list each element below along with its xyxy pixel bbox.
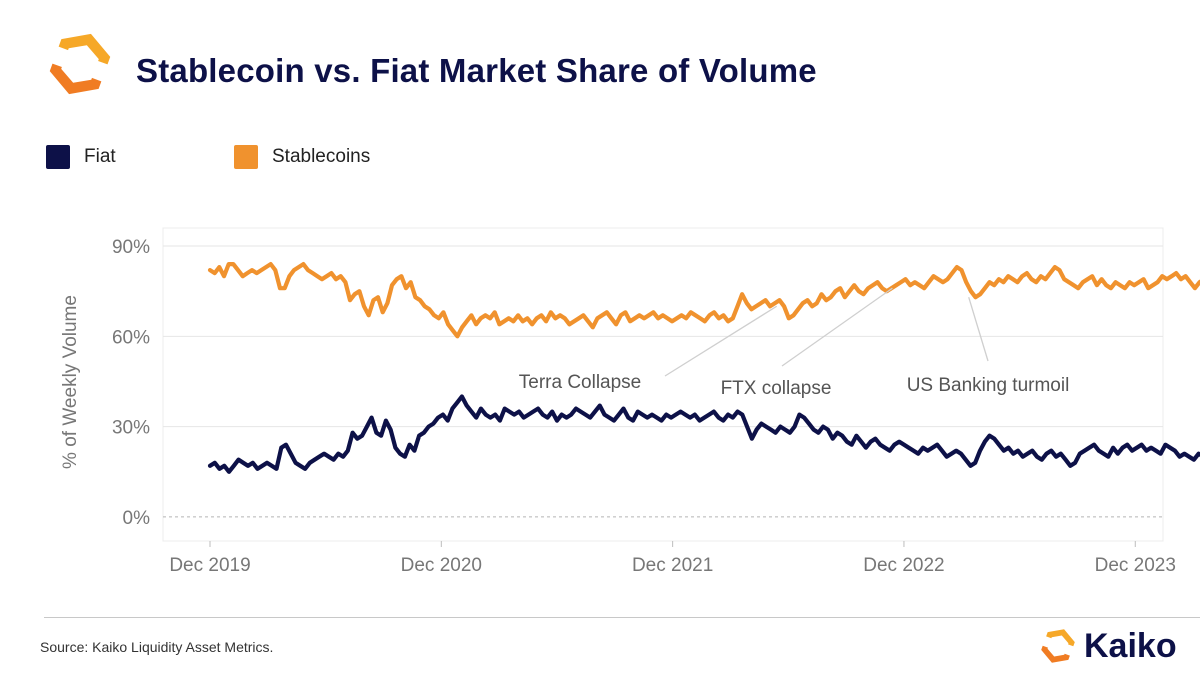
annotation-label: Terra Collapse [519,372,642,393]
x-tick-label: Dec 2019 [169,555,250,576]
y-axis-label: % of Weekly Volume [60,295,81,469]
annotation-leader [968,297,989,362]
annotation-label: US Banking turmoil [907,375,1070,396]
page-title: Stablecoin vs. Fiat Market Share of Volu… [136,52,817,89]
annotation-leader [664,305,778,377]
y-tick-label: 60% [112,327,150,348]
legend-item-stablecoins: Stablecoins [234,145,370,169]
brand-logo: Kaiko [1038,622,1177,670]
annotation-label: FTX collapse [721,378,832,399]
source-note: Source: Kaiko Liquidity Asset Metrics. [40,639,274,655]
x-tick-label: Dec 2020 [401,555,482,576]
y-tick-label: 90% [112,237,150,258]
kaiko-brand-icon [1041,629,1075,663]
plot-frame [162,227,1164,542]
x-tick-label: Dec 2023 [1095,555,1176,576]
footer-divider [44,617,1200,618]
y-tick-label: 0% [123,508,151,529]
legend-item-fiat: Fiat [46,145,116,169]
kaiko-logo-icon [49,33,111,95]
brand-wordmark: Kaiko [1084,626,1177,665]
legend-label-stablecoins: Stablecoins [272,146,371,167]
legend-label-fiat: Fiat [84,146,116,167]
x-tick-label: Dec 2022 [863,555,944,576]
series-line-fiat [207,394,1200,474]
annotation-leader [781,287,893,367]
series-line-stablecoins [207,262,1200,339]
legend-swatch-fiat [46,145,70,169]
x-tick-label: Dec 2021 [632,555,713,576]
legend-swatch-stablecoins [234,145,258,169]
y-tick-label: 30% [112,418,150,439]
